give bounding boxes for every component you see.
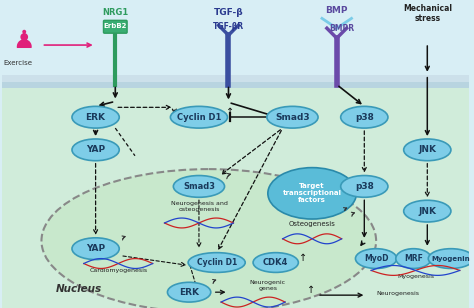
Text: MyoD: MyoD	[364, 254, 388, 263]
Ellipse shape	[428, 249, 474, 269]
Text: ↑: ↑	[300, 253, 308, 262]
Bar	[2, 75, 469, 87]
Text: Smad3: Smad3	[275, 113, 310, 122]
Ellipse shape	[341, 106, 388, 128]
Ellipse shape	[341, 176, 388, 197]
Text: JNK: JNK	[418, 145, 436, 154]
Text: CDK4: CDK4	[263, 258, 288, 267]
Text: ErbB2: ErbB2	[104, 23, 127, 29]
Ellipse shape	[268, 168, 356, 219]
Text: Neurogenesis and
osteogenesis: Neurogenesis and osteogenesis	[171, 201, 228, 212]
Text: JNK: JNK	[418, 207, 436, 216]
Text: Osteogenesis: Osteogenesis	[289, 221, 336, 227]
Ellipse shape	[72, 106, 119, 128]
Text: ↑: ↑	[227, 107, 235, 117]
Text: TGF-βR: TGF-βR	[213, 22, 244, 31]
Text: Cyclin D1: Cyclin D1	[177, 113, 221, 122]
Text: ERK: ERK	[179, 288, 199, 297]
Ellipse shape	[173, 176, 225, 197]
Text: Nucleus: Nucleus	[56, 284, 102, 294]
Text: Smad3: Smad3	[183, 182, 215, 191]
Text: ↑: ↑	[307, 285, 315, 295]
Text: Neurogenesis: Neurogenesis	[376, 291, 419, 296]
Text: BMP: BMP	[326, 6, 348, 15]
Text: Cyclin D1: Cyclin D1	[197, 258, 237, 267]
Ellipse shape	[167, 282, 211, 302]
Bar	[2, 82, 469, 87]
Text: NRG1: NRG1	[102, 8, 128, 18]
Ellipse shape	[171, 106, 228, 128]
Text: Exercise: Exercise	[3, 60, 32, 66]
Ellipse shape	[396, 249, 431, 269]
Ellipse shape	[188, 253, 245, 272]
Text: p38: p38	[355, 113, 374, 122]
Ellipse shape	[267, 106, 318, 128]
Text: p38: p38	[355, 182, 374, 191]
Ellipse shape	[72, 139, 119, 161]
Ellipse shape	[404, 139, 451, 161]
Text: Mechanical
stress: Mechanical stress	[403, 4, 452, 23]
Text: BMPR: BMPR	[329, 24, 354, 33]
Text: TGF-β: TGF-β	[214, 8, 243, 18]
Ellipse shape	[404, 200, 451, 222]
Text: ♟: ♟	[13, 29, 35, 53]
Text: MRF: MRF	[404, 254, 423, 263]
Text: YAP: YAP	[86, 244, 105, 253]
Ellipse shape	[41, 169, 376, 308]
FancyBboxPatch shape	[103, 20, 127, 33]
Text: Cardiomyogenesis: Cardiomyogenesis	[89, 268, 147, 274]
Ellipse shape	[253, 253, 298, 272]
Bar	[2, 3, 469, 85]
Text: Neurogenic
genes: Neurogenic genes	[250, 280, 286, 291]
Ellipse shape	[356, 249, 397, 269]
Text: Target
transcriptional
factors: Target transcriptional factors	[283, 183, 342, 203]
Bar	[2, 85, 469, 308]
Text: ERK: ERK	[86, 113, 106, 122]
Ellipse shape	[72, 238, 119, 260]
Text: Myogenesis: Myogenesis	[397, 274, 434, 279]
Text: Myogenin: Myogenin	[432, 256, 470, 261]
Text: YAP: YAP	[86, 145, 105, 154]
